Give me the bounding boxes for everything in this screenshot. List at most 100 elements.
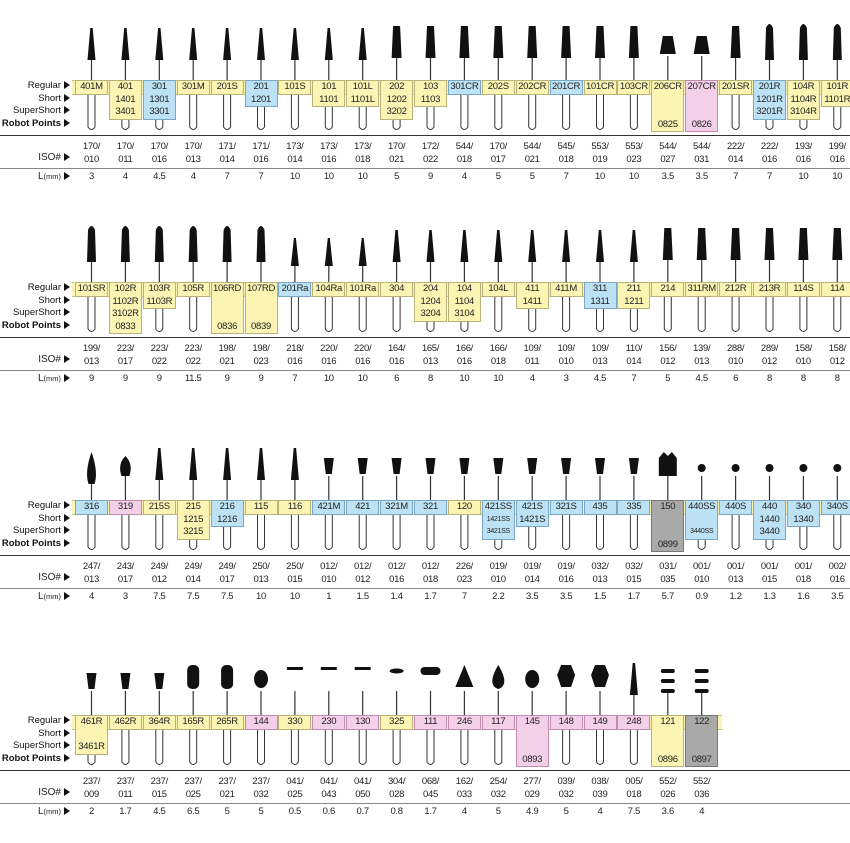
iso-line: 166/ — [489, 343, 508, 354]
bur-model-cell[interactable]: 213R — [753, 282, 786, 297]
bur-model-cell[interactable]: 440 1440 3440 — [753, 500, 786, 540]
bur-model-cell[interactable]: 201Ra — [278, 282, 312, 297]
bur-model-cell[interactable]: 101Ra — [346, 282, 380, 297]
bur-model-cell[interactable]: 248 — [617, 715, 651, 730]
bur-model-cell[interactable]: 211 1211 — [617, 282, 651, 309]
bur-model-cell[interactable]: 121 0896 — [651, 715, 685, 767]
bur-model-cell[interactable]: 144 — [244, 715, 278, 730]
bur-model-cell[interactable]: 149 — [583, 715, 617, 730]
bur-model-cell[interactable]: 114 — [820, 282, 850, 297]
bur-model-cell[interactable]: 120 — [447, 500, 481, 515]
bur-model-cell[interactable]: 104 1104 3104 — [447, 282, 481, 322]
bur-model-cell[interactable]: 101S — [278, 80, 312, 95]
iso-line: 001/ — [794, 561, 813, 572]
bur-model-cell[interactable]: 321M — [380, 500, 414, 515]
iso-value: 553/019 — [584, 141, 617, 166]
bur-model-cell[interactable]: 440S — [719, 500, 753, 515]
length-value: 4.5 — [593, 373, 607, 384]
bur-model-cell[interactable]: 114S — [786, 282, 820, 297]
bur-model-cell[interactable]: 301CR — [447, 80, 481, 95]
bur-model-cell[interactable]: 145 0893 — [515, 715, 549, 767]
bur-model-cell[interactable]: 101SR — [75, 282, 108, 297]
bur-model-cell[interactable]: 214 — [651, 282, 685, 297]
bur-model-cell[interactable]: 201S — [210, 80, 244, 95]
bur-model-cell[interactable]: 421 — [346, 500, 380, 515]
bur-model-cell[interactable]: 103CR — [617, 80, 651, 95]
bur-model-cell[interactable]: 202S — [481, 80, 515, 95]
bur-model-cell[interactable]: 311RM — [685, 282, 719, 297]
bur-model-cell[interactable]: 411M — [549, 282, 583, 297]
bur-model-cell[interactable]: 130 — [346, 715, 380, 730]
bur-model-cell[interactable]: 101L 1101L — [346, 80, 380, 107]
bur-model-cell[interactable]: 102R 1102R 3102R 0833 — [108, 282, 142, 334]
bur-model-cell[interactable]: 207CR 0826 — [685, 80, 719, 132]
bur-model-cell[interactable]: 104R 1104R 3104R — [786, 80, 820, 120]
bur-model-cell[interactable]: 319 — [108, 500, 142, 515]
bur-model-cell[interactable]: 401 1401 3401 — [108, 80, 142, 120]
bur-model-cell[interactable]: 201SR — [719, 80, 753, 95]
bur-model-cell[interactable]: 330 — [278, 715, 312, 730]
bur-model-cell[interactable]: 321S — [549, 500, 583, 515]
bur-model-cell[interactable]: 246 — [447, 715, 481, 730]
bur-model-cell[interactable]: 401M — [75, 80, 108, 95]
bur-model-cell[interactable]: 148 — [549, 715, 583, 730]
bur-model-cell[interactable]: 206CR 0825 — [651, 80, 685, 132]
bur-model-cell[interactable]: 301 1301 3301 — [142, 80, 176, 120]
bur-model-cell[interactable]: 311 1311 — [583, 282, 617, 309]
bur-model-cell[interactable]: 111 — [414, 715, 447, 730]
bur-model-cell[interactable]: 202CR — [515, 80, 549, 95]
iso-label-text: ISO# — [38, 787, 61, 798]
bur-model-cell[interactable]: 461R 3461R — [75, 715, 108, 755]
bur-model-cell[interactable]: 115 — [244, 500, 278, 515]
bur-model-cell[interactable]: 421M — [312, 500, 346, 515]
length-value: 4.5 — [153, 171, 166, 182]
bur-model-cell[interactable]: 101 1101 — [312, 80, 346, 107]
bur-model-cell[interactable]: 104Ra — [312, 282, 346, 297]
length-value: 3.5 — [526, 591, 539, 602]
bur-model-cell[interactable]: 165R — [176, 715, 210, 730]
bur-model-cell[interactable]: 462R — [108, 715, 142, 730]
bur-model-cell[interactable]: 116 — [278, 500, 312, 515]
iso-line: 013 — [423, 355, 438, 367]
bur-model-cell[interactable]: 301M — [176, 80, 210, 95]
bur-model-cell[interactable]: 103 1103 — [414, 80, 447, 107]
bur-head-cup-icon — [120, 673, 131, 689]
bur-model-cell[interactable]: 103R 1103R — [142, 282, 176, 309]
bur-model-cell[interactable]: 316 — [75, 500, 108, 515]
bur-model-cell[interactable]: 122 0897 — [685, 715, 719, 767]
bur-model-cell[interactable]: 201CR — [549, 80, 583, 95]
bur-model-cell[interactable]: 212R — [719, 282, 753, 297]
bur-model-cell[interactable]: 304 — [380, 282, 414, 297]
bur-model-cell[interactable]: 107RD 0839 — [244, 282, 278, 334]
bur-model-cell[interactable]: 201 1201 — [244, 80, 278, 107]
bur-model-cell[interactable]: 364R — [142, 715, 176, 730]
bur-illustration — [221, 665, 234, 765]
bur-model-cell[interactable]: 421S 1421S — [515, 500, 549, 527]
bur-model-cell[interactable]: 215 1215 3215 — [176, 500, 210, 540]
bur-model-cell[interactable]: 440SS 3440SS — [685, 500, 719, 540]
bur-model-cell[interactable]: 105R — [176, 282, 210, 297]
bur-model-cell[interactable]: 202 1202 3202 — [380, 80, 414, 120]
iso-value: 249/017 — [211, 561, 244, 586]
bur-model-cell[interactable]: 117 — [481, 715, 515, 730]
bur-model-cell[interactable]: 325 — [380, 715, 414, 730]
bur-model-cell[interactable]: 340 1340 — [786, 500, 820, 527]
bur-model-cell[interactable]: 230 — [312, 715, 346, 730]
bur-model-cell[interactable]: 101R 1101R — [820, 80, 850, 107]
bur-model-cell[interactable]: 215S — [142, 500, 176, 515]
bur-model-cell[interactable]: 265R — [210, 715, 244, 730]
bur-model-cell[interactable]: 204 1204 3204 — [414, 282, 447, 322]
bur-model-cell[interactable]: 106RD 0836 — [210, 282, 244, 334]
bur-model-cell[interactable]: 421SS 1421SS 3421SS — [481, 500, 515, 540]
bur-model-cell[interactable]: 104L — [481, 282, 515, 297]
bur-model-cell[interactable]: 340S — [820, 500, 850, 515]
bur-model-cell[interactable]: 216 1216 — [210, 500, 244, 527]
bur-model-cell[interactable]: 335 — [617, 500, 651, 515]
bur-model-cell[interactable]: 201R 1201R 3201R — [753, 80, 786, 120]
bur-panel: Regular Short SuperShort Robot Points 461R 34… — [0, 643, 850, 843]
bur-model-cell[interactable]: 150 0899 — [651, 500, 685, 552]
bur-model-cell[interactable]: 101CR — [583, 80, 617, 95]
bur-model-cell[interactable]: 435 — [583, 500, 617, 515]
bur-model-cell[interactable]: 321 — [414, 500, 447, 515]
bur-model-cell[interactable]: 411 1411 — [515, 282, 549, 309]
